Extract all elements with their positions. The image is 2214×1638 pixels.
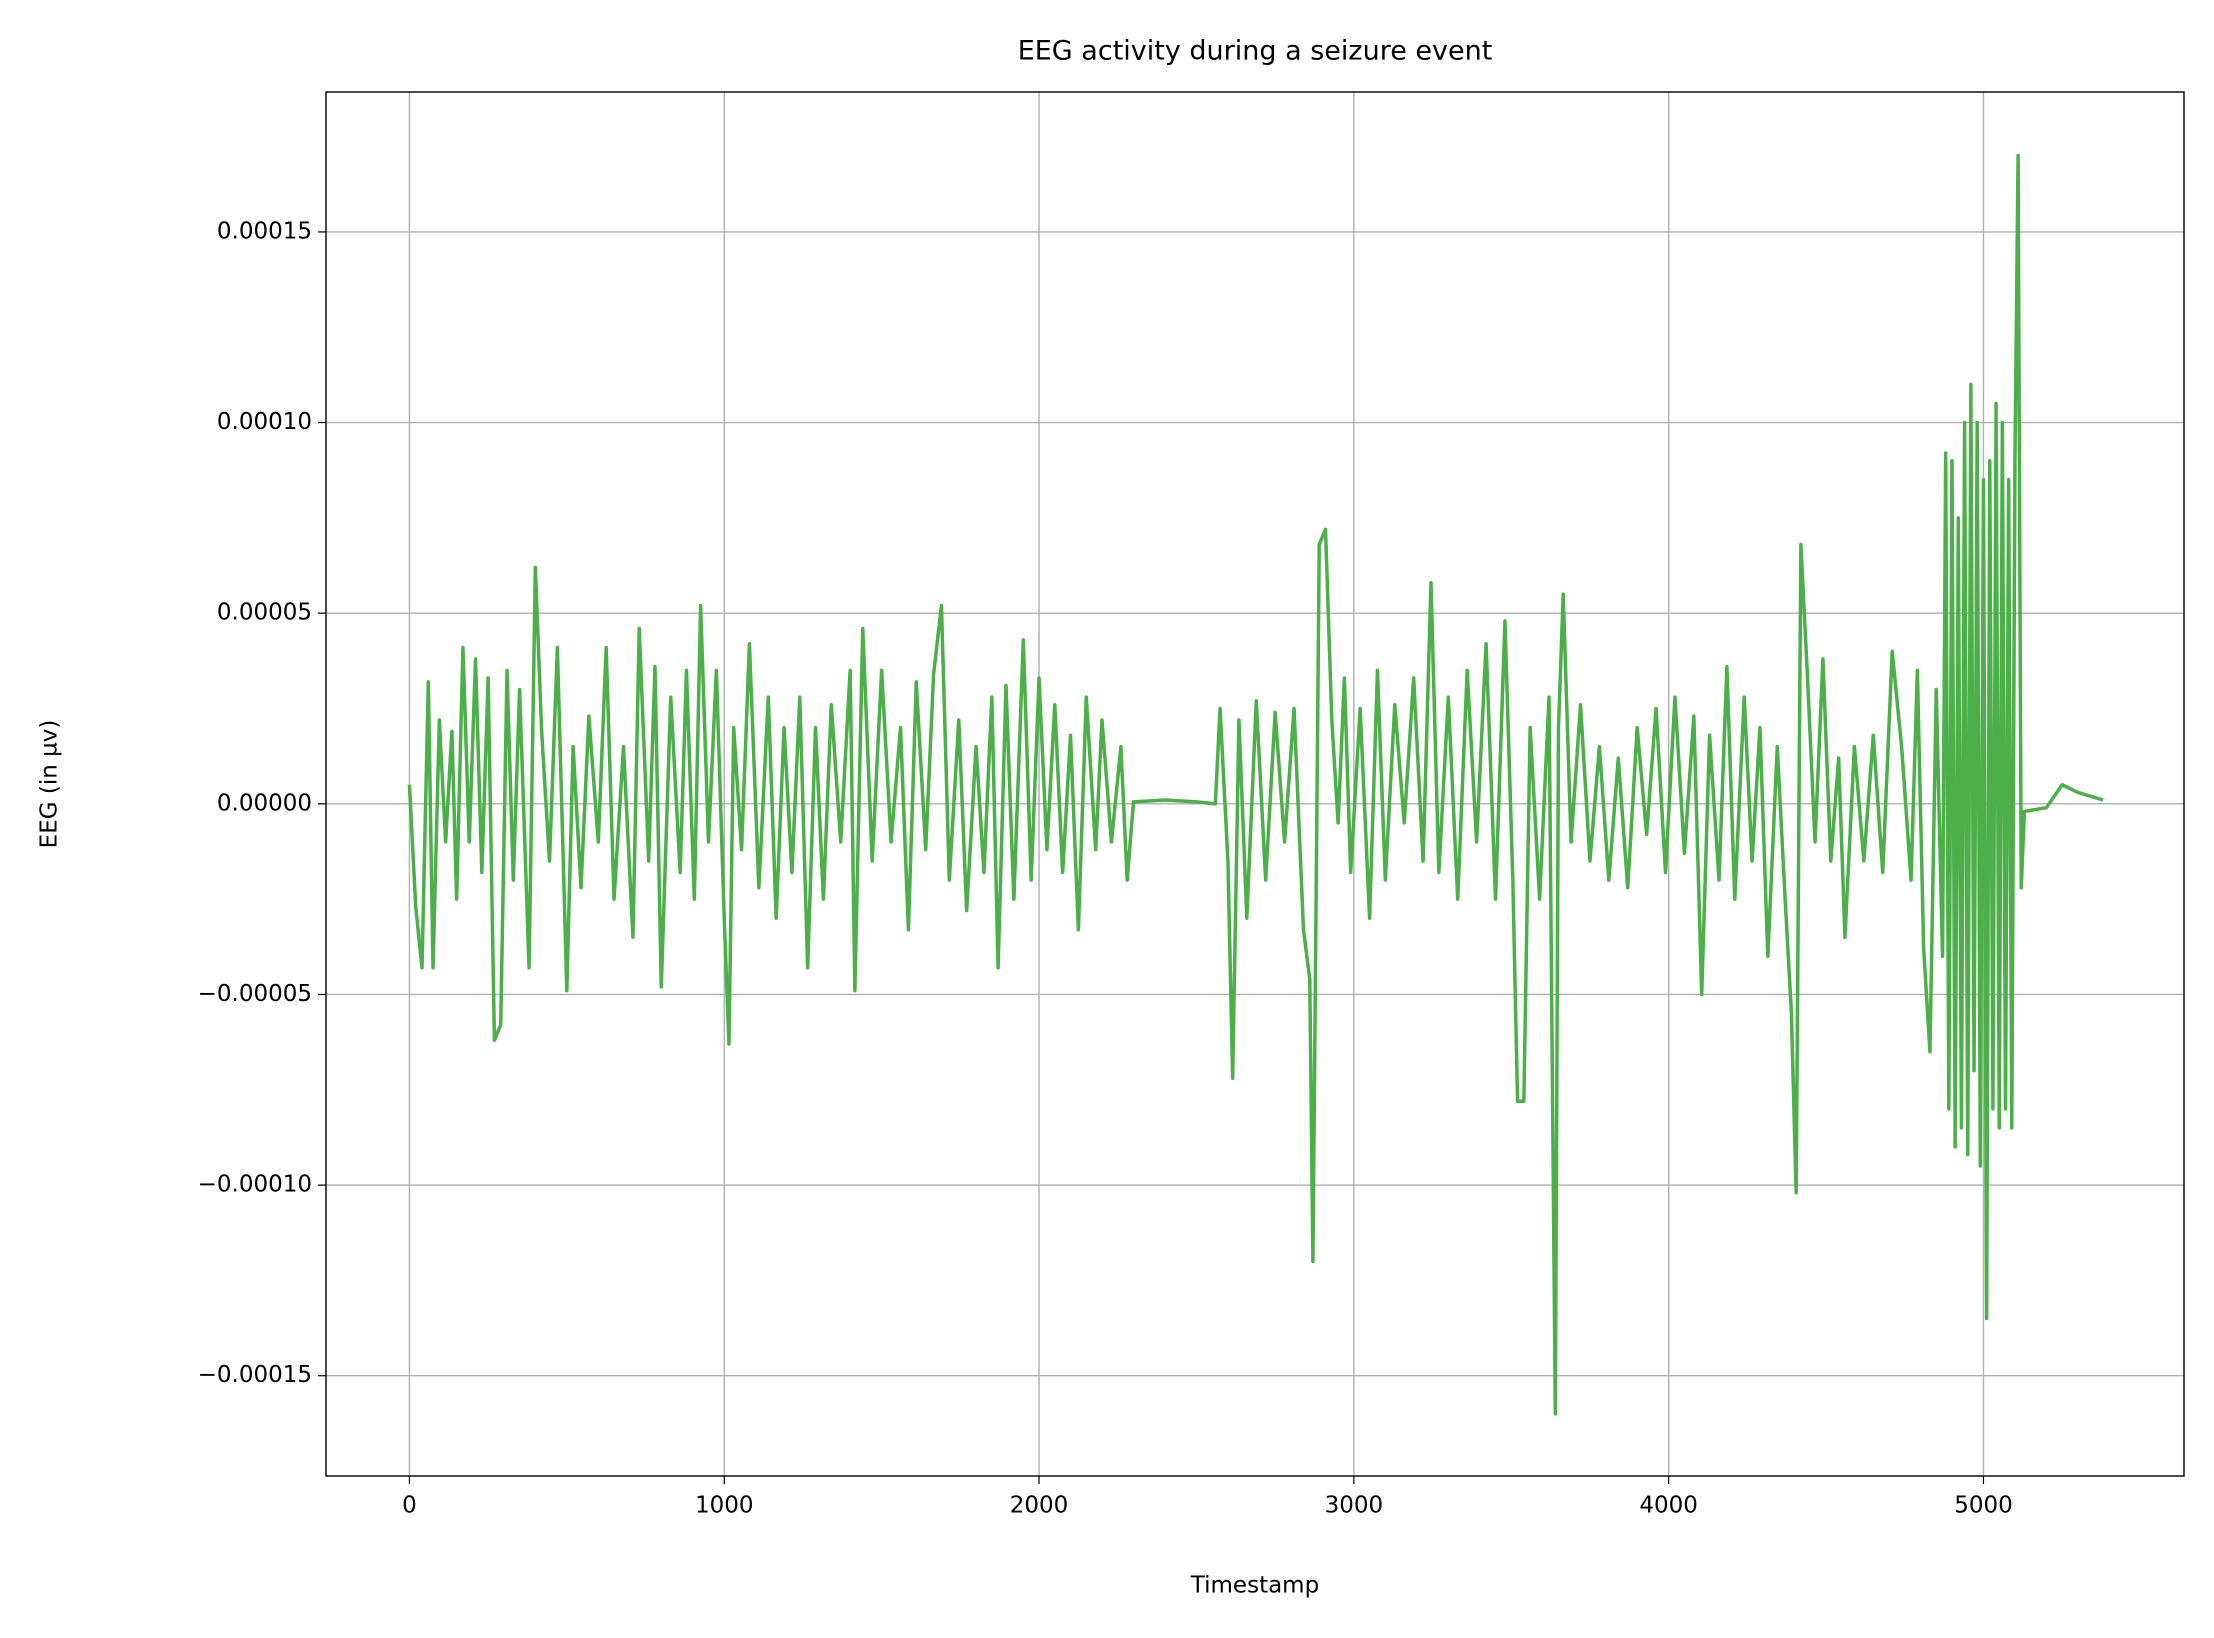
x-tick-label: 1000 [695,1493,754,1519]
line-series [407,153,2104,1416]
chart-title: EEG activity during a seizure event [1018,36,1493,67]
x-tick-label: 0 [402,1493,417,1519]
x-axis-label: Timestamp [1190,1573,1319,1599]
y-tick-label: −0.00005 [198,981,312,1007]
plot-frame [325,91,2185,1477]
x-tick-label: 5000 [1954,1493,2013,1519]
y-tick-label: 0.00015 [217,218,312,244]
y-tick-label: 0.00005 [217,600,312,626]
y-tick-label: −0.00010 [198,1172,312,1198]
y-axis-label: EEG (in µv) [37,720,63,849]
y-tick-label: 0.00000 [217,790,312,816]
x-tick-label: 3000 [1325,1493,1384,1519]
x-tick-label: 2000 [1010,1493,1069,1519]
y-tick-label: 0.00010 [217,409,312,435]
y-tick-label: −0.00015 [198,1362,312,1388]
x-tick-label: 4000 [1639,1493,1698,1519]
